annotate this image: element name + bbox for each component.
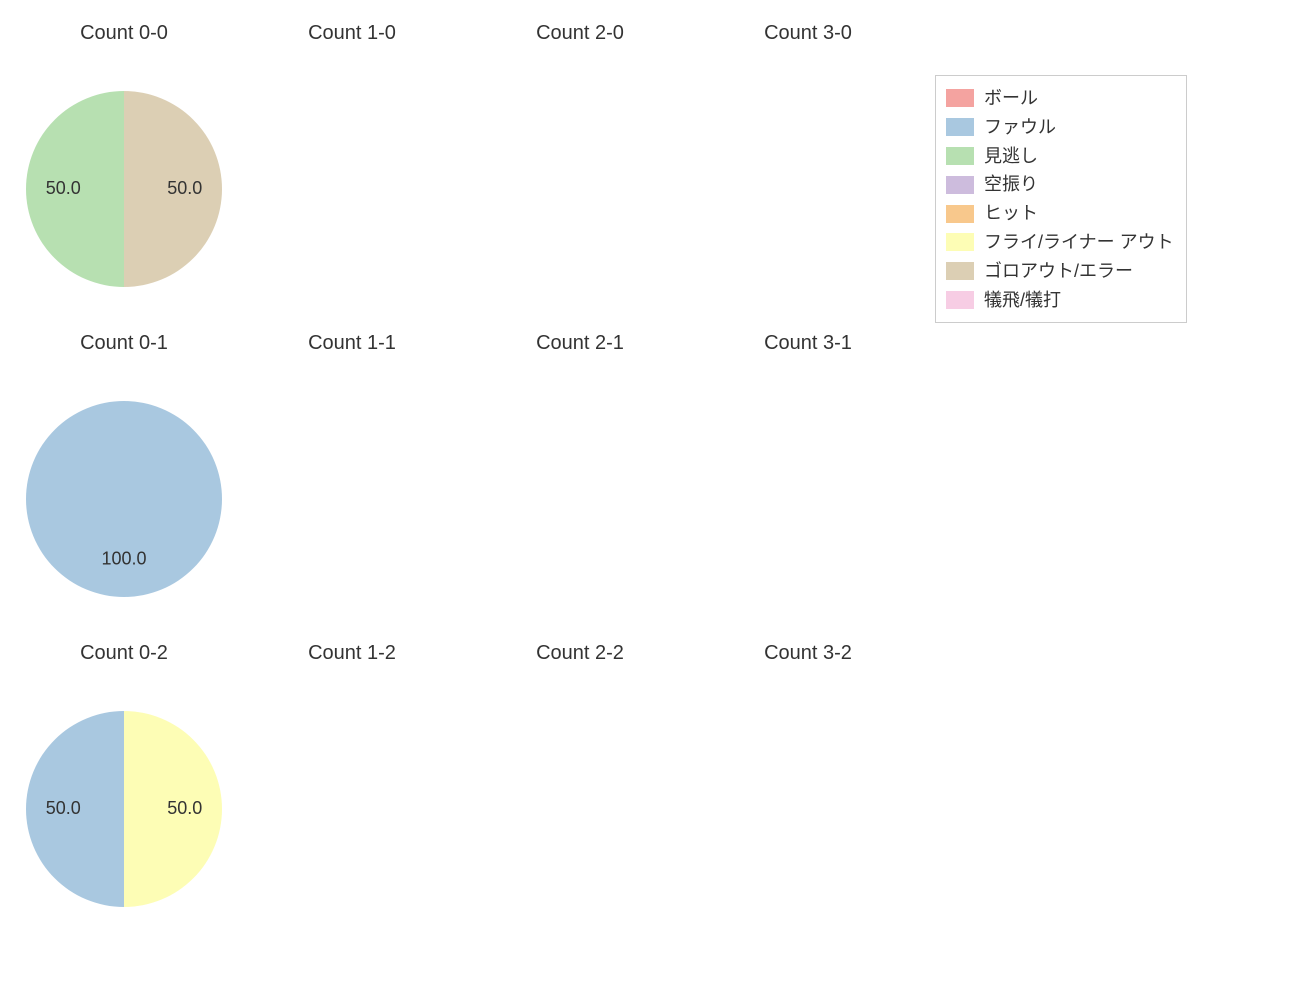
pie-label: 50.0 xyxy=(46,798,81,818)
panel-title: Count 3-0 xyxy=(694,22,922,45)
legend-item: フライ/ライナー アウト xyxy=(946,228,1174,257)
legend-item: 犠飛/犠打 xyxy=(946,286,1174,315)
legend-swatch xyxy=(946,118,974,136)
panel-title: Count 1-0 xyxy=(238,22,466,45)
panel-title: Count 0-1 xyxy=(10,332,238,355)
legend-label: フライ/ライナー アウト xyxy=(984,228,1174,257)
legend-label: ゴロアウト/エラー xyxy=(984,257,1133,286)
legend-label: 空振り xyxy=(984,170,1038,199)
legend: ボールファウル見逃し空振りヒットフライ/ライナー アウトゴロアウト/エラー犠飛/… xyxy=(935,75,1187,323)
cell-2-0: Count 0-2 50.0 50.0 xyxy=(10,630,238,940)
legend-swatch xyxy=(946,233,974,251)
legend-label: ボール xyxy=(984,84,1038,113)
cell-0-0: Count 0-0 50.0 50.0 xyxy=(10,10,238,320)
cell-2-2: Count 2-2 xyxy=(466,630,694,940)
pie-label: 50.0 xyxy=(167,178,202,198)
pie-label: 50.0 xyxy=(46,178,81,198)
legend-swatch xyxy=(946,176,974,194)
panel-title: Count 2-2 xyxy=(466,642,694,665)
legend-swatch xyxy=(946,291,974,309)
legend-swatch xyxy=(946,205,974,223)
legend-swatch xyxy=(946,147,974,165)
pie-label: 50.0 xyxy=(167,798,202,818)
legend-label: 犠飛/犠打 xyxy=(984,286,1061,315)
panel-title: Count 3-1 xyxy=(694,332,922,355)
legend-swatch xyxy=(946,262,974,280)
chart-canvas: Count 0-050.050.0Count 1-0Count 2-0Count… xyxy=(0,0,1300,1000)
pie-chart: 50.0 50.0 xyxy=(10,695,238,923)
cell-1-2: Count 2-1 xyxy=(466,320,694,630)
cell-1-0: Count 0-1 100.0 xyxy=(10,320,238,630)
legend-item: ファウル xyxy=(946,113,1174,142)
legend-item: ボール xyxy=(946,84,1174,113)
cell-2-3: Count 3-2 xyxy=(694,630,922,940)
legend-item: ヒット xyxy=(946,199,1174,228)
panel-title: Count 0-0 xyxy=(10,22,238,45)
legend-label: 見逃し xyxy=(984,142,1038,171)
legend-label: ファウル xyxy=(984,113,1056,142)
legend-item: 見逃し xyxy=(946,142,1174,171)
cell-1-1: Count 1-1 xyxy=(238,320,466,630)
panel-title: Count 1-1 xyxy=(238,332,466,355)
panel-title: Count 2-1 xyxy=(466,332,694,355)
legend-item: 空振り xyxy=(946,170,1174,199)
pie-label: 100.0 xyxy=(101,549,146,569)
pie-chart: 50.0 50.0 xyxy=(10,75,238,303)
panel-title: Count 3-2 xyxy=(694,642,922,665)
panel-title: Count 1-2 xyxy=(238,642,466,665)
cell-0-1: Count 1-0 xyxy=(238,10,466,320)
cell-1-3: Count 3-1 xyxy=(694,320,922,630)
panel-title: Count 0-2 xyxy=(10,642,238,665)
legend-label: ヒット xyxy=(984,199,1038,228)
panel-title: Count 2-0 xyxy=(466,22,694,45)
legend-swatch xyxy=(946,89,974,107)
cell-0-3: Count 3-0 xyxy=(694,10,922,320)
pie-chart: 100.0 xyxy=(10,385,238,613)
legend-item: ゴロアウト/エラー xyxy=(946,257,1174,286)
cell-0-2: Count 2-0 xyxy=(466,10,694,320)
cell-2-1: Count 1-2 xyxy=(238,630,466,940)
